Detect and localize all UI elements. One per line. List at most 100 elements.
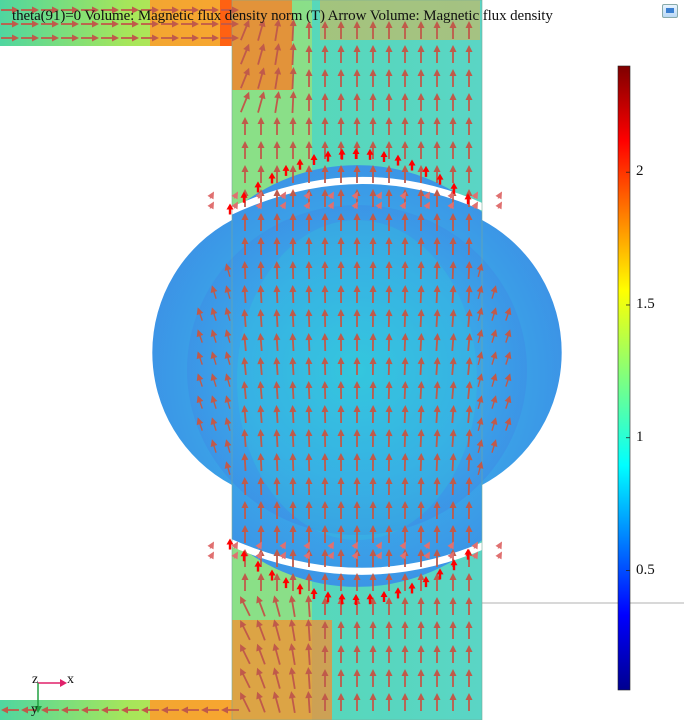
gap-arrow (450, 559, 458, 571)
field-arrow (369, 69, 377, 87)
field-arrow (504, 307, 512, 321)
field-arrow (288, 691, 296, 713)
field-arrow (351, 201, 358, 210)
field-arrow (385, 285, 393, 304)
field-arrow (181, 20, 199, 28)
field-arrow (433, 357, 441, 376)
field-arrow (449, 405, 457, 424)
field-arrow (385, 21, 393, 39)
field-arrow (417, 93, 425, 111)
field-arrow (369, 453, 377, 472)
field-arrow (490, 285, 498, 299)
gap-arrow (366, 148, 374, 160)
field-arrow (257, 165, 265, 183)
field-arrow (274, 67, 282, 90)
field-arrow (433, 189, 441, 207)
field-arrow (255, 201, 262, 210)
field-arrow (305, 381, 313, 400)
field-arrow (41, 20, 59, 28)
field-arrow (490, 351, 498, 365)
field-arrow (449, 165, 457, 183)
field-arrow (417, 693, 425, 711)
field-arrow (449, 333, 457, 352)
field-arrow (321, 333, 329, 352)
field-arrow (465, 165, 473, 183)
field-arrow (353, 621, 361, 639)
field-arrow (224, 263, 232, 277)
field-arrow (465, 285, 473, 304)
field-arrow (210, 307, 218, 321)
field-arrow (495, 551, 502, 560)
field-arrow (321, 21, 329, 39)
field-arrow (272, 643, 281, 665)
field-arrow (401, 45, 409, 63)
field-arrow (433, 237, 441, 256)
field-arrow (476, 351, 484, 365)
field-arrow (257, 43, 266, 65)
field-arrow (337, 45, 345, 63)
field-arrow (337, 693, 345, 711)
field-arrow (399, 541, 406, 550)
field-arrow (121, 34, 139, 42)
field-arrow (417, 357, 425, 376)
field-arrow (385, 669, 393, 687)
field-arrow (321, 141, 329, 159)
field-arrow (449, 213, 457, 231)
colorbar-tick-label: 2 (636, 163, 644, 180)
field-arrow (240, 644, 251, 665)
field-arrow (289, 453, 297, 472)
field-arrow (417, 117, 425, 135)
field-arrow (447, 551, 454, 560)
field-arrow (433, 453, 441, 472)
view-settings-icon[interactable] (662, 4, 678, 18)
field-arrow (141, 706, 159, 714)
gap-arrow (310, 153, 318, 165)
field-arrow (353, 237, 361, 255)
colorbar-ticks (626, 171, 630, 571)
field-arrow (241, 405, 249, 424)
field-arrow (289, 309, 297, 328)
field-arrow (353, 357, 361, 375)
field-arrow (240, 19, 250, 41)
field-arrow (417, 21, 425, 39)
field-arrow (273, 525, 281, 543)
field-arrow (476, 461, 484, 475)
field-arrow (210, 373, 218, 387)
field-arrow (305, 619, 313, 642)
field-arrow (257, 285, 265, 304)
field-arrow (476, 307, 484, 321)
field-arrow (353, 69, 361, 87)
field-arrow (449, 237, 457, 256)
field-arrow (141, 34, 159, 42)
field-arrow (495, 201, 502, 210)
colorbar (617, 65, 631, 691)
field-arrow (240, 692, 251, 713)
field-arrow (447, 201, 454, 210)
colorbar-tick-label: 0.5 (636, 561, 655, 578)
field-arrow (321, 405, 329, 424)
field-arrow (449, 597, 457, 615)
field-arrow (337, 357, 345, 376)
field-arrow (369, 285, 377, 304)
field-arrow (465, 213, 473, 231)
field-arrow (433, 213, 441, 231)
gap-arrow (324, 591, 332, 603)
field-arrow (305, 237, 313, 256)
field-arrow (289, 405, 297, 424)
field-arrow (417, 333, 425, 352)
field-arrow (385, 117, 393, 135)
field-arrow (305, 165, 313, 183)
field-arrow (305, 309, 313, 328)
field-arrow (401, 21, 409, 39)
field-arrow (369, 357, 377, 376)
field-arrow (289, 549, 297, 567)
field-arrow (305, 261, 313, 280)
field-arrow (385, 405, 393, 424)
field-arrow (401, 501, 409, 520)
field-arrow (288, 643, 296, 665)
field-arrow (465, 405, 473, 424)
field-arrow (417, 405, 425, 424)
gap-arrow (338, 593, 346, 605)
field-arrow (61, 706, 79, 714)
